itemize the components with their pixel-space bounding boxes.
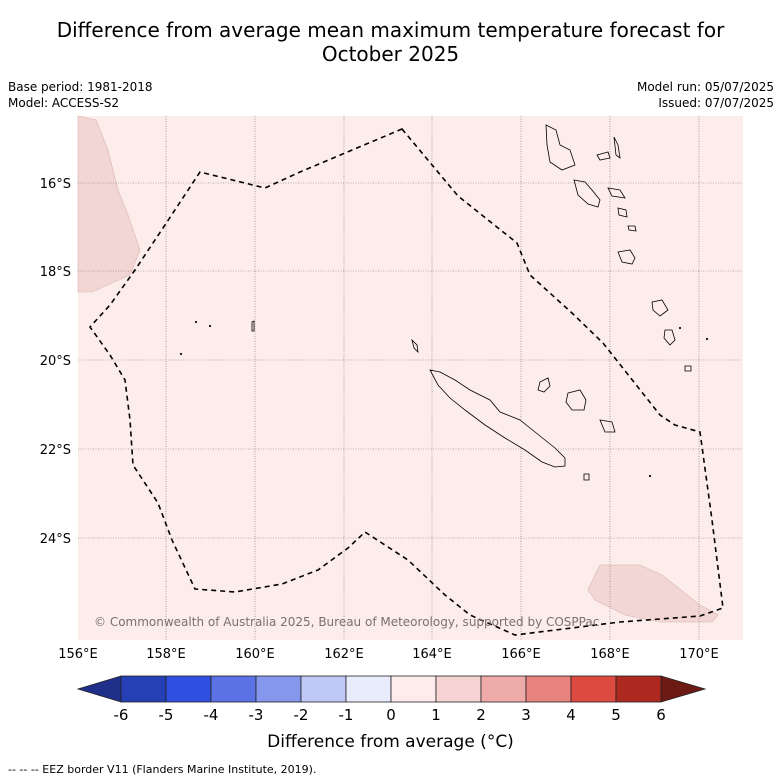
- graticule: [78, 116, 743, 640]
- meta-right: Model run: 05/07/2025 Issued: 07/07/2025: [637, 79, 774, 111]
- base-period: Base period: 1981-2018: [8, 80, 153, 94]
- latitude-labels: 16°S 18°S 20°S 22°S 24°S: [40, 177, 71, 547]
- belep-islands: [411, 338, 419, 354]
- map-background: [78, 116, 743, 640]
- islet-2: [208, 324, 212, 328]
- copyright-text: © Commonwealth of Australia 2025, Bureau…: [94, 615, 599, 629]
- lat-label-16s: 16°S: [40, 177, 71, 192]
- cb-tick-neg1: -1: [338, 706, 354, 724]
- longitude-labels: 156°E 158°E 160°E 162°E 164°E 166°E 168°…: [58, 647, 719, 662]
- isle-of-pines: [583, 473, 590, 481]
- lon-label-162e: 162°E: [324, 647, 364, 662]
- cb-tick-neg5: -5: [158, 706, 174, 724]
- malakula-island: [573, 179, 601, 208]
- colorbar-bin-9: [480, 675, 527, 703]
- cb-tick-5: 5: [611, 706, 621, 724]
- colorbar-bin-12: [615, 675, 662, 703]
- lat-label-20s: 20°S: [40, 354, 71, 369]
- colorbar-bin-6: [345, 675, 392, 703]
- lon-label-158e: 158°E: [146, 647, 186, 662]
- warm-patch-southeast: [587, 564, 719, 623]
- aneityum-island: [684, 365, 692, 372]
- islet-6: [648, 474, 652, 478]
- shepherd-islands: [627, 225, 637, 232]
- colorbar-extend-low: [76, 675, 122, 703]
- eez-footnote: -- -- -- EEZ border V11 (Flanders Marine…: [8, 763, 317, 776]
- colorbar-unit: °C): [486, 732, 514, 752]
- colorbar: [76, 675, 707, 703]
- colorbar-bin-2: [165, 675, 212, 703]
- colorbar-bin-7: [390, 675, 437, 703]
- cb-tick-neg2: -2: [293, 706, 309, 724]
- islet-5: [705, 337, 709, 341]
- islet-1: [194, 320, 198, 324]
- lon-label-170e: 170°E: [679, 647, 719, 662]
- warm-patch-west: [77, 115, 141, 293]
- colorbar-bin-11: [570, 675, 617, 703]
- colorbar-bin-1: [120, 675, 167, 703]
- cb-tick-2: 2: [476, 706, 486, 724]
- tanna-island: [663, 329, 676, 346]
- cb-tick-4: 4: [566, 706, 576, 724]
- colorbar-bin-4: [255, 675, 302, 703]
- islet-4: [678, 326, 682, 330]
- colorbar-extend-high: [660, 675, 707, 703]
- lon-label-166e: 166°E: [501, 647, 541, 662]
- cb-tick-1: 1: [431, 706, 441, 724]
- lon-label-164e: 164°E: [412, 647, 452, 662]
- cb-tick-neg6: -6: [113, 706, 129, 724]
- model-run: Model run: 05/07/2025: [636, 80, 774, 94]
- title-line-1: Difference from average mean maximum tem…: [56, 18, 725, 42]
- chesterfield-reef: [251, 320, 255, 332]
- efate-island: [617, 249, 636, 265]
- espiritu-santo-island: [545, 124, 576, 171]
- colorbar-title-text: Difference from average (: [267, 732, 487, 752]
- title-line-2: October 2025: [321, 42, 460, 66]
- lat-label-24s: 24°S: [40, 532, 71, 547]
- issued-date: Issued: 07/07/2025: [658, 96, 774, 110]
- ambae-island: [596, 151, 611, 161]
- lifou-island: [565, 389, 587, 411]
- cb-tick-3: 3: [521, 706, 531, 724]
- islet-3: [179, 352, 183, 356]
- cb-tick-neg3: -3: [248, 706, 264, 724]
- lon-label-160e: 160°E: [235, 647, 275, 662]
- map-title: Difference from average mean maximum tem…: [0, 18, 781, 66]
- lat-label-18s: 18°S: [40, 265, 71, 280]
- vanuatu-islands: [545, 124, 692, 372]
- cb-tick-6: 6: [656, 706, 666, 724]
- model-name: Model: ACCESS-S2: [8, 96, 120, 110]
- colorbar-bin-10: [525, 675, 572, 703]
- meta-left: Base period: 1981-2018 Model: ACCESS-S2: [8, 79, 153, 111]
- cb-tick-neg4: -4: [203, 706, 219, 724]
- ambrym-island: [607, 187, 626, 199]
- maewo-island: [613, 136, 621, 159]
- cb-tick-0: 0: [386, 706, 396, 724]
- chesterfield-islands: [179, 320, 709, 478]
- erromango-island: [651, 299, 669, 317]
- epi-island: [617, 207, 628, 218]
- colorbar-bin-3: [210, 675, 257, 703]
- lon-label-168e: 168°E: [590, 647, 630, 662]
- new-caledonia-island: [429, 369, 566, 468]
- colorbar-bin-8: [435, 675, 482, 703]
- ouvea-island: [537, 377, 551, 393]
- eez-border: [88, 128, 724, 636]
- lat-label-22s: 22°S: [40, 443, 71, 458]
- colorbar-title: Difference from average (°C): [0, 732, 781, 752]
- lon-label-156e: 156°E: [58, 647, 98, 662]
- colorbar-bin-5: [300, 675, 347, 703]
- mare-island: [599, 419, 616, 433]
